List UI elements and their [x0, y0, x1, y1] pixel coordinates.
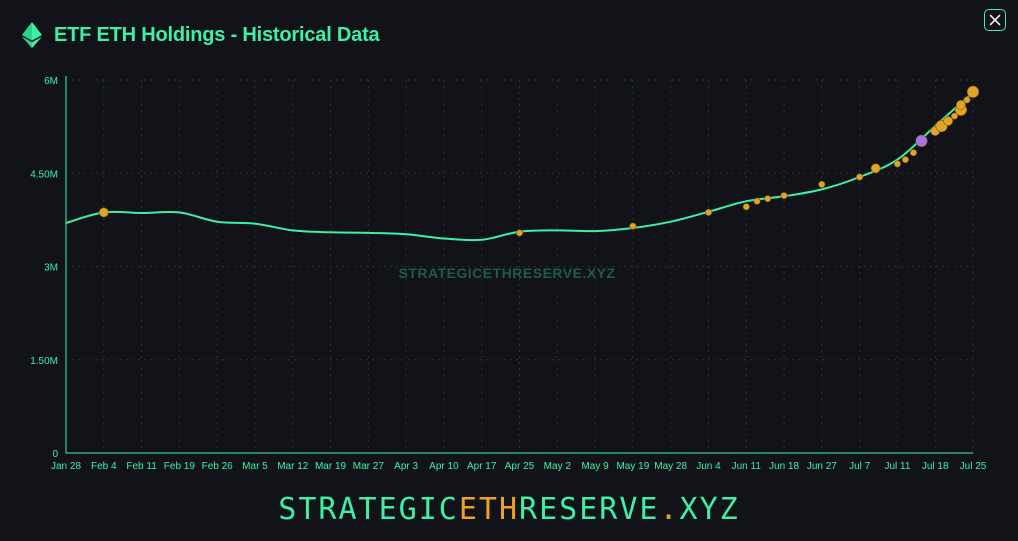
y-tick-label: 6M [44, 76, 58, 87]
page-title: ETF ETH Holdings - Historical Data [54, 23, 380, 46]
chart-axes: Jan 28 Feb 4 Feb 11 Feb 19 Feb 26 Mar 5 Mar 12… [30, 76, 987, 472]
x-tick-label: Mar 27 [353, 461, 385, 472]
x-tick-label: Mar 5 [242, 461, 268, 472]
data-point-marker [893, 160, 901, 168]
data-point-marker [818, 180, 826, 188]
y-tick-label: 4.50M [30, 169, 58, 180]
x-tick-label: Jul 25 [960, 461, 987, 472]
x-tick-label: Feb 11 [126, 461, 157, 472]
data-point-marker [915, 134, 928, 147]
data-point-marker [753, 197, 761, 205]
data-point-marker [909, 149, 917, 157]
y-tick-label: 1.50M [30, 356, 58, 367]
chart-header: ETF ETH Holdings - Historical Data [22, 22, 380, 48]
close-icon [989, 14, 1001, 26]
data-point-marker [956, 100, 966, 110]
y-tick-label: 3M [44, 263, 58, 274]
x-tick-label: Jan 28 [51, 461, 81, 472]
brand-dot: . [659, 492, 680, 527]
close-button[interactable] [984, 9, 1006, 31]
x-tick-label: May 28 [654, 461, 687, 472]
data-point-marker [764, 195, 772, 203]
x-tick-label: Feb 19 [164, 461, 196, 472]
x-tick-label: Jul 7 [849, 461, 871, 472]
data-point-marker [966, 85, 980, 98]
data-point-marker [629, 222, 637, 230]
x-tick-label: Feb 4 [91, 461, 117, 472]
data-point-marker [870, 163, 881, 174]
brand-part-strategic: STRATEGIC [278, 492, 459, 527]
data-point-marker [98, 207, 109, 218]
data-point-marker [742, 203, 750, 211]
chart-grid [66, 79, 974, 453]
x-tick-label: May 9 [581, 461, 609, 472]
x-tick-label: Apr 17 [467, 461, 497, 472]
data-point-marker [704, 208, 712, 216]
holdings-chart: Jan 28 Feb 4 Feb 11 Feb 19 Feb 26 Mar 5 Mar 12… [30, 76, 987, 472]
brand-part-reserve: RESERVE [519, 492, 660, 527]
y-tick-label: 0 [52, 449, 58, 460]
brand-part-tld: XYZ [679, 492, 740, 527]
x-tick-label: Jun 11 [732, 461, 762, 472]
data-point-marker [856, 173, 864, 181]
data-point-marker [963, 96, 971, 104]
x-tick-label: Jun 18 [769, 461, 799, 472]
x-tick-label: Apr 25 [505, 461, 535, 472]
x-tick-label: Mar 19 [315, 461, 347, 472]
data-point-marker [950, 112, 958, 120]
x-tick-label: Mar 12 [277, 461, 309, 472]
x-tick-label: Jun 4 [696, 461, 721, 472]
x-tick-label: Jun 27 [807, 461, 837, 472]
ethereum-icon [22, 22, 42, 48]
data-point-marker [515, 229, 523, 237]
data-point-marker [943, 116, 953, 126]
data-point-marker [901, 156, 909, 164]
x-tick-label: Feb 26 [202, 461, 234, 472]
x-tick-label: May 2 [544, 461, 572, 472]
chart-markers [98, 85, 980, 237]
data-point-marker [780, 192, 788, 200]
brand-part-eth: ETH [458, 492, 520, 527]
footer-brand[interactable]: STRATEGICETHRESERVE.XYZ [0, 492, 1018, 527]
chart-watermark: STRATEGICETHRESERVE.XYZ [398, 265, 615, 281]
x-tick-label: Jul 18 [922, 461, 949, 472]
x-tick-label: Jul 11 [884, 461, 910, 472]
x-tick-label: Apr 3 [394, 461, 418, 472]
x-tick-label: May 19 [616, 461, 649, 472]
x-tick-label: Apr 10 [429, 461, 459, 472]
